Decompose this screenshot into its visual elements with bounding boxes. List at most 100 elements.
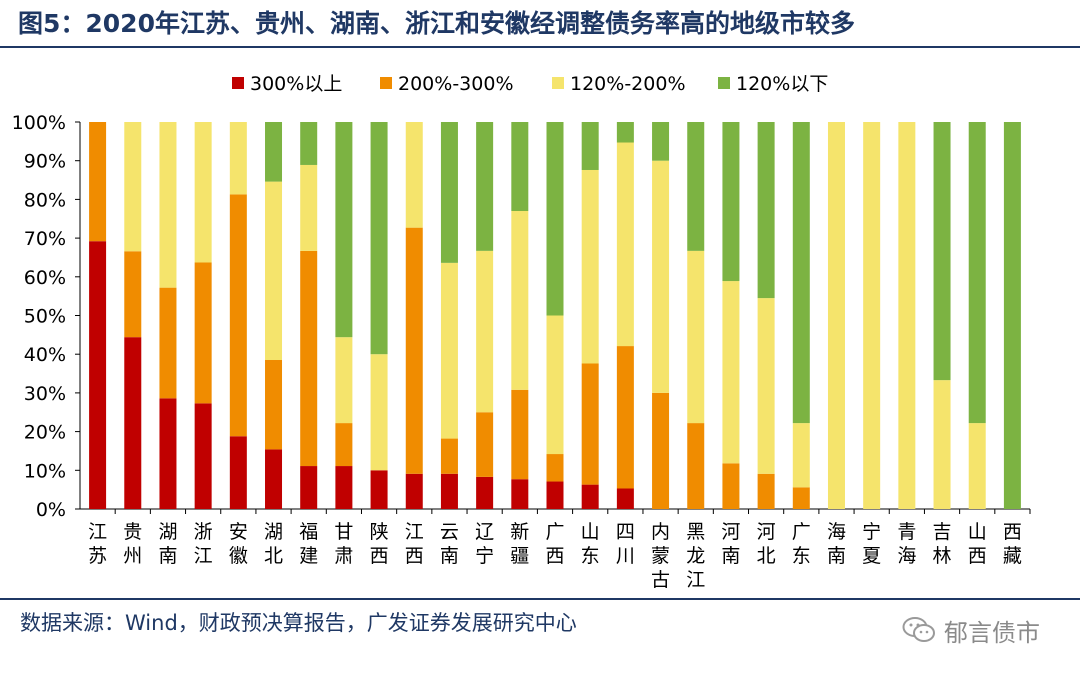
bar-segment [476,122,494,251]
x-tick-label: 陕西 [370,521,389,567]
bar-segment [440,262,458,439]
bar-segment [687,122,705,251]
bar-segment [933,380,951,509]
bar-segment [405,227,423,474]
x-tick-label: 西藏 [1003,521,1022,567]
bar-segment [757,122,775,299]
legend-label: 120%以下 [736,73,828,95]
bar-segment [229,436,247,509]
y-tick-label: 50% [24,306,66,328]
bar-segment [159,398,177,509]
legend-swatch [718,77,730,89]
bar-segment [581,169,599,364]
chart-title: 图5：2020年江苏、贵州、湖南、浙江和安徽经调整债务率高的地级市较多 [18,9,855,38]
bar-segment [792,423,810,488]
bar-segment [194,403,212,509]
bar-segment [616,122,634,143]
bar-segment [194,262,212,404]
bar-segment [546,122,564,316]
bar-segment [229,122,247,195]
x-tick-label: 贵州 [123,521,142,567]
bar-segment [616,488,634,509]
x-tick-label: 吉林 [933,521,952,567]
y-tick-label: 60% [24,267,66,289]
bar-segment [863,122,881,509]
x-tick-label: 广西 [545,521,564,567]
y-tick-label: 20% [24,422,66,444]
bar-segment [792,487,810,509]
bar-segment [159,122,177,288]
bar-segment [265,122,283,182]
bar-segment [546,454,564,482]
bar-segment [265,360,283,450]
x-tick-label: 四川 [616,521,635,567]
y-tick-label: 0% [36,499,66,521]
stacked-bar-chart: 300%以上 200%-300% 120%-200% 120%以下 0% 10% 20% 3… [12,73,1031,591]
y-tick-label: 100% [12,112,66,134]
bar-segment [159,287,177,399]
chart-legend: 300%以上 200%-300% 120%-200% 120%以下 [232,73,828,95]
bar-segment [300,164,318,251]
x-tick-label: 湖北 [264,521,283,567]
bar-segment [722,281,740,464]
bar-segment [300,122,318,165]
bar-segment [265,449,283,509]
watermark-text: 郁言债市 [944,618,1040,647]
bar-segment [968,423,986,509]
bar-segment [335,466,353,509]
bar-segment [933,122,951,381]
legend-swatch [232,77,244,89]
bar-segment [722,463,740,509]
bar-segment [440,473,458,509]
bar-segment [300,466,318,509]
bar-segment [370,470,388,509]
y-tick-label: 70% [24,228,66,250]
x-tick-label: 河南 [721,521,740,567]
x-tick-label: 湖南 [158,521,177,567]
bar-segment [476,250,494,413]
bar-segment [229,194,247,437]
bar-segment [476,476,494,509]
bar-segment [581,122,599,170]
bar-segment [968,122,986,424]
x-tick-label: 浙江 [194,521,213,567]
x-tick-label: 江西 [405,521,424,567]
x-axis-labels: 江苏贵州湖南浙江安徽湖北福建甘肃陕西江西云南辽宁新疆广西山东四川内蒙古黑龙江河南… [88,521,1022,591]
bar-segment [757,473,775,509]
source-note: 数据来源：Wind，财政预决算报告，广发证券发展研究中心 [20,611,577,635]
x-tick-label: 内蒙古 [651,521,670,591]
bar-segment [652,392,670,509]
bar-segment [687,423,705,509]
bar-segment [546,481,564,509]
bar-segment [511,479,529,509]
x-tick-label: 福建 [299,521,318,567]
x-tick-label: 江苏 [88,521,107,567]
x-tick-label: 宁夏 [862,521,881,567]
x-tick-label: 辽宁 [475,521,494,567]
y-tick-label: 80% [24,189,66,211]
bar-segment [511,122,529,212]
bar-segment [827,122,845,509]
chart-axes: 0% 10% 20% 30% 40% 50% 60% 70% 80% 90% 100% [12,112,1030,521]
bar-segment [335,423,353,467]
bar-segment [1003,122,1021,509]
bar-segment [265,181,283,361]
watermark: 郁言债市 [902,613,1040,647]
y-tick-label: 40% [24,344,66,366]
bar-segment [440,438,458,474]
title-divider [0,46,1080,48]
bar-segment [335,122,353,338]
x-tick-label: 河北 [757,521,776,567]
bar-segment [652,160,670,393]
x-tick-label: 山东 [581,521,600,567]
legend-label: 120%-200% [570,73,686,95]
bar-segment [616,346,634,489]
legend-label: 300%以上 [250,73,342,95]
bar-segment [687,250,705,424]
bar-segment [405,473,423,509]
bar-segment [616,142,634,347]
bar-segment [370,122,388,355]
bar-segment [300,250,318,467]
bar-segment [757,298,775,474]
bar-segment [89,241,107,510]
